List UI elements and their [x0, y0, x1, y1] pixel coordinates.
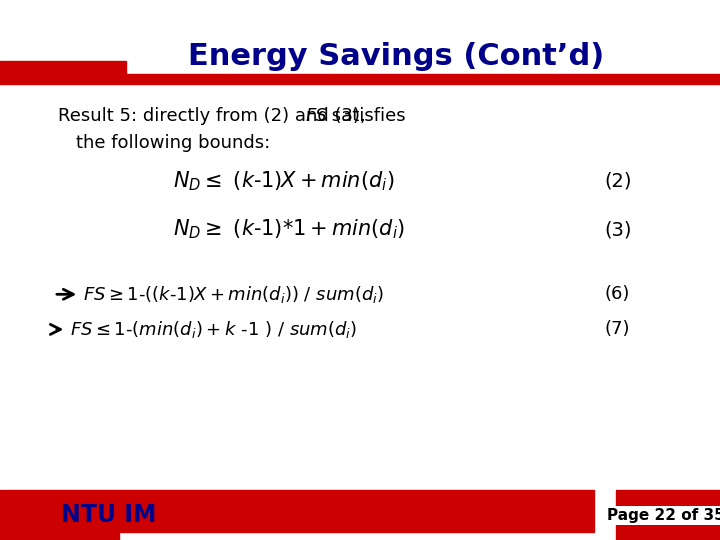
Bar [0, 61, 126, 84]
Text: the following bounds:: the following bounds: [76, 134, 270, 152]
Bar [0, 490, 119, 540]
Text: (7): (7) [605, 320, 630, 339]
Text: (6): (6) [605, 285, 630, 303]
Text: (3): (3) [605, 220, 632, 239]
Text: FS: FS [306, 107, 328, 125]
Bar [126, 74, 720, 84]
Text: (2): (2) [605, 171, 632, 191]
Text: $\mathit{FS} \leq 1\text{-}(min(d_{i}) + k\ \text{-}1\ )\ /\ sum(d_{i})$: $\mathit{FS} \leq 1\text{-}(min(d_{i}) +… [70, 319, 357, 340]
Bar [616, 490, 720, 540]
Text: NTU IM: NTU IM [61, 503, 156, 527]
Text: Result 5: directly from (2) and (3),: Result 5: directly from (2) and (3), [58, 107, 371, 125]
Text: satisfies: satisfies [326, 107, 406, 125]
Text: $\mathit{FS} \geq 1\text{-}((k\text{-}1)X + min(d_{i}))\ /\ sum(d_{i})$: $\mathit{FS} \geq 1\text{-}((k\text{-}1)… [83, 284, 384, 305]
Text: $\mathit{N}_{D}$$ \geq\ (k\text{-}1){*}1 + min(d_{i})$: $\mathit{N}_{D}$$ \geq\ (k\text{-}1){*}1… [173, 218, 405, 241]
Bar [119, 490, 594, 532]
Text: $\mathit{N}_{D}$$ \leq\ (k\text{-}1)X + min(d_{i})$: $\mathit{N}_{D}$$ \leq\ (k\text{-}1)X + … [173, 169, 395, 193]
Text: Page 22 of 35: Page 22 of 35 [607, 508, 720, 523]
Text: Energy Savings (Cont’d): Energy Savings (Cont’d) [188, 42, 604, 71]
